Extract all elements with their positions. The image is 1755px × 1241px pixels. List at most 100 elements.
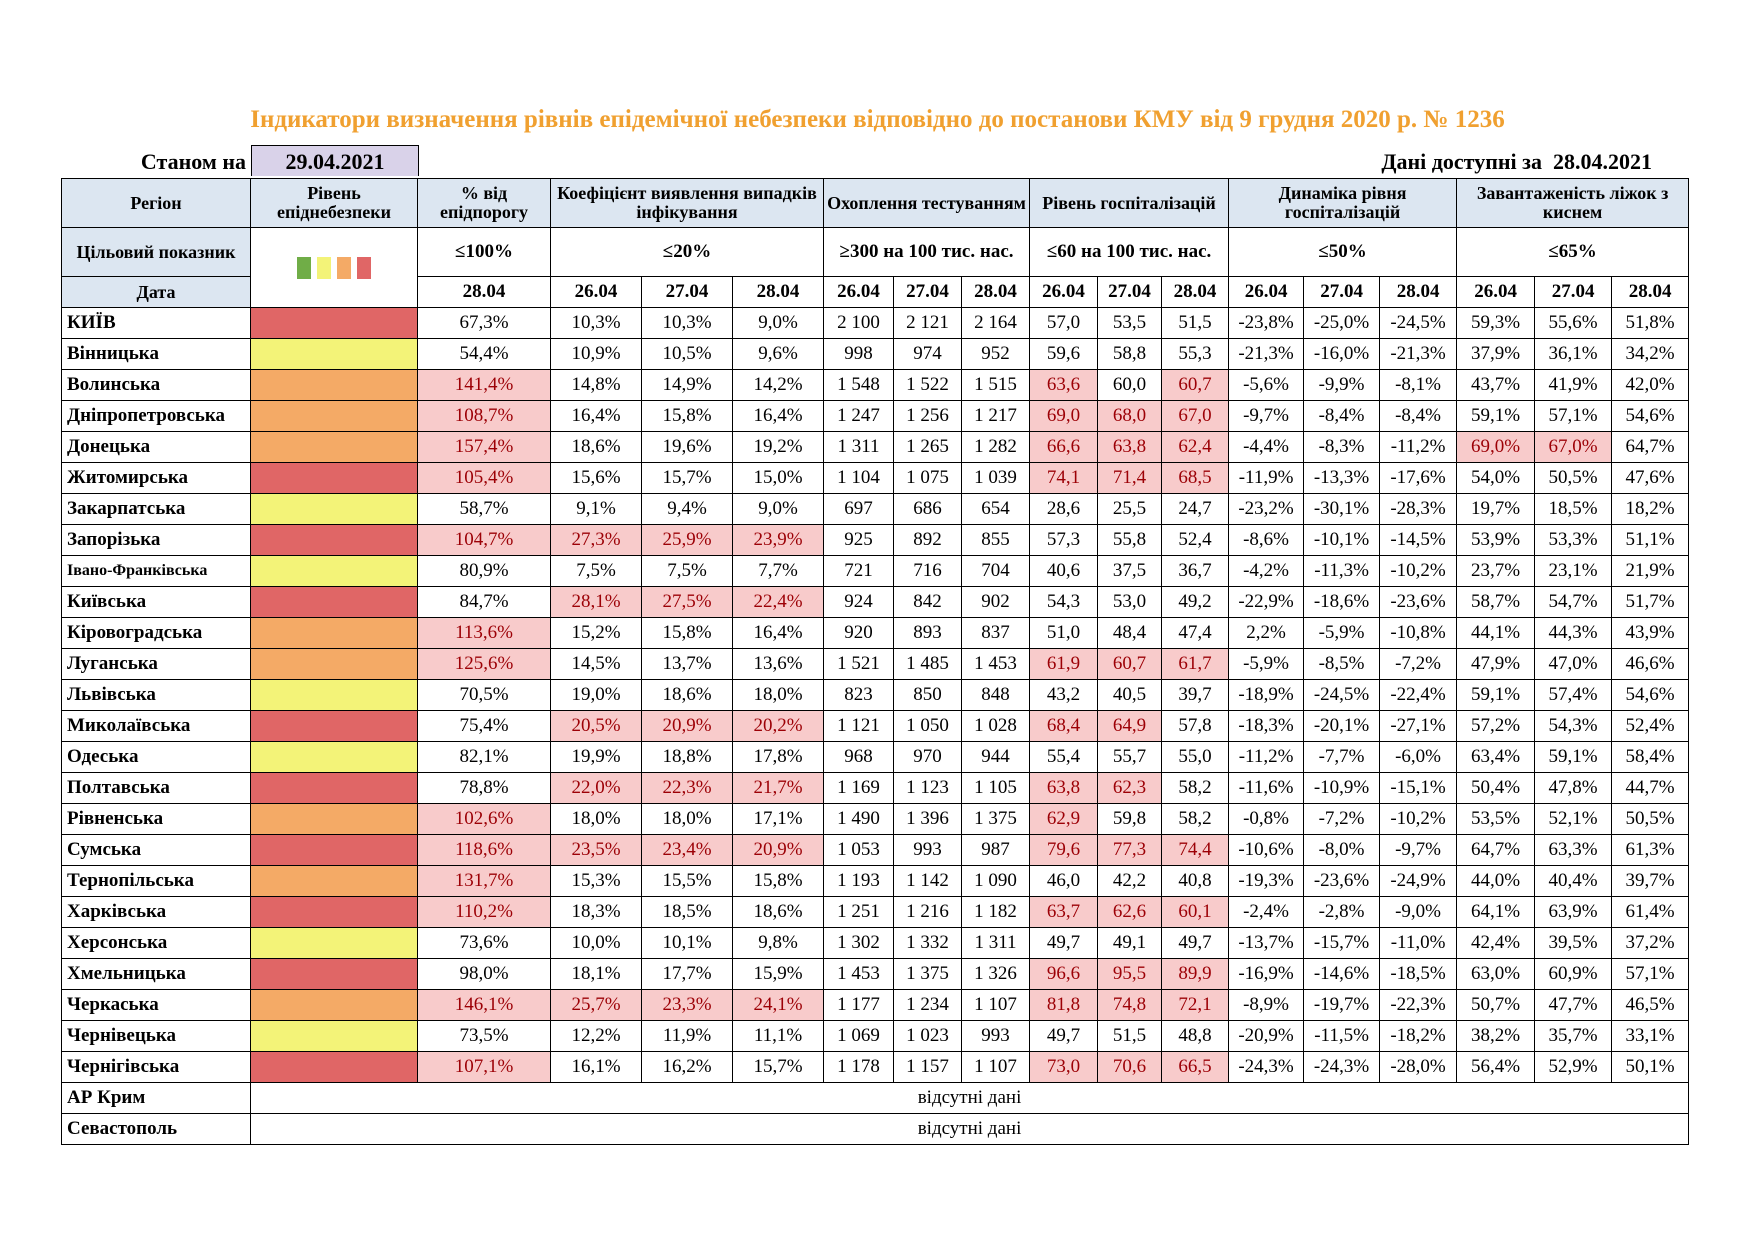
target-value: ≤100% xyxy=(417,227,551,277)
value-cell: 2 121 xyxy=(893,307,963,339)
value-cell: 1 090 xyxy=(961,865,1031,897)
value-cell: -2,4% xyxy=(1228,896,1305,928)
value-cell: 69,0% xyxy=(1456,431,1536,463)
date-header: 27.04 xyxy=(893,276,963,308)
value-cell: 43,9% xyxy=(1611,617,1690,649)
target-value: ≤20% xyxy=(549,227,825,277)
value-cell: 79,6 xyxy=(1029,834,1099,866)
value-cell: 1 075 xyxy=(893,462,963,494)
value-cell: 46,0 xyxy=(1029,865,1099,897)
value-cell: 1 234 xyxy=(893,989,963,1021)
value-cell: 24,7 xyxy=(1161,493,1230,525)
value-cell: 63,0% xyxy=(1456,958,1536,990)
region-row: Херсонська 73,6% 10,0% 10,1% 9,8% 1 302 1 332 1… xyxy=(61,927,1690,959)
no-data-row: АР Крим відсутні дані xyxy=(61,1082,1690,1114)
value-cell: 56,4% xyxy=(1456,1051,1536,1083)
legend-swatch xyxy=(357,256,371,279)
value-cell: -13,7% xyxy=(1228,927,1305,959)
level-header: Рівень епіднебезпеки xyxy=(250,178,418,228)
region-row: КИЇВ 67,3% 10,3% 10,3% 9,0% 2 100 2 121 2 164 57… xyxy=(61,307,1690,339)
value-cell: 69,0 xyxy=(1029,400,1099,432)
value-cell: 70,5% xyxy=(417,679,551,711)
value-cell: 66,5 xyxy=(1161,1051,1230,1083)
value-cell: -24,3% xyxy=(1228,1051,1305,1083)
value-cell: 21,7% xyxy=(731,772,825,804)
value-cell: 1 521 xyxy=(823,648,895,680)
value-cell: 837 xyxy=(961,617,1031,649)
region-row: Київська 84,7% 28,1% 27,5% 22,4% 924 842 902 54,… xyxy=(61,586,1690,618)
value-cell: 50,5% xyxy=(1534,462,1613,494)
available-label: Дані доступні за xyxy=(1381,149,1542,174)
value-cell: 54,6% xyxy=(1611,679,1690,711)
region-row: Сумська 118,6% 23,5% 23,4% 20,9% 1 053 993 987 7… xyxy=(61,834,1690,866)
value-cell: 73,6% xyxy=(417,927,551,959)
value-cell: 47,6% xyxy=(1611,462,1690,494)
value-cell: 1 050 xyxy=(893,710,963,742)
value-cell: 49,7 xyxy=(1029,1020,1099,1052)
value-cell: 18,3% xyxy=(550,896,642,928)
value-cell: 58,4% xyxy=(1611,741,1690,773)
value-cell: 18,0% xyxy=(550,803,642,835)
value-cell: 59,1% xyxy=(1456,400,1536,432)
value-cell: 47,8% xyxy=(1534,772,1613,804)
region-name: Дніпропетровська xyxy=(61,400,251,432)
value-cell: 53,3% xyxy=(1534,524,1613,556)
region-name: Львівська xyxy=(61,679,251,711)
value-cell: 52,4 xyxy=(1161,524,1230,556)
value-cell: 51,5 xyxy=(1097,1020,1163,1052)
level-cell xyxy=(250,710,418,742)
value-cell: 10,3% xyxy=(550,307,642,339)
value-cell: -9,0% xyxy=(1379,896,1458,928)
legend-swatch xyxy=(317,256,331,279)
value-cell: 71,4 xyxy=(1097,462,1163,494)
value-cell: 15,6% xyxy=(550,462,642,494)
value-cell: 42,2 xyxy=(1097,865,1163,897)
value-cell: 842 xyxy=(893,586,963,618)
value-cell: -7,7% xyxy=(1303,741,1381,773)
value-cell: -18,3% xyxy=(1228,710,1305,742)
region-row: Хмельницька 98,0% 18,1% 17,7% 15,9% 1 453 1 37… xyxy=(61,958,1690,990)
value-cell: 952 xyxy=(961,338,1031,370)
region-row: Закарпатська 58,7% 9,1% 9,4% 9,0% 697 686 654 28… xyxy=(61,493,1690,525)
value-cell: -8,3% xyxy=(1303,431,1381,463)
value-cell: 118,6% xyxy=(417,834,551,866)
value-cell: 42,4% xyxy=(1456,927,1536,959)
value-cell: 64,7% xyxy=(1611,431,1690,463)
region-row: Кіровоградська 113,6% 15,2% 15,8% 16,4% 920 89… xyxy=(61,617,1690,649)
no-data-text: відсутні дані xyxy=(249,1113,1690,1145)
value-cell: 42,0% xyxy=(1611,369,1690,401)
value-cell: 38,2% xyxy=(1456,1020,1536,1052)
target-value: ≥300 на 100 тис. нас. xyxy=(823,227,1031,277)
value-cell: 1 123 xyxy=(893,772,963,804)
value-cell: 48,4 xyxy=(1097,617,1163,649)
value-cell: 15,7% xyxy=(641,462,733,494)
value-cell: 39,5% xyxy=(1534,927,1613,959)
value-cell: 1 522 xyxy=(893,369,963,401)
value-cell: 62,4 xyxy=(1161,431,1230,463)
value-cell: 18,0% xyxy=(731,679,825,711)
value-cell: 974 xyxy=(893,338,963,370)
value-cell: 23,5% xyxy=(550,834,642,866)
value-cell: 20,2% xyxy=(731,710,825,742)
value-cell: -18,6% xyxy=(1303,586,1381,618)
date-header: 26.04 xyxy=(1456,276,1536,308)
value-cell: 61,7 xyxy=(1161,648,1230,680)
value-cell: 16,4% xyxy=(731,400,825,432)
value-cell: 25,5 xyxy=(1097,493,1163,525)
value-cell: 41,9% xyxy=(1534,369,1613,401)
value-cell: 36,7 xyxy=(1161,555,1230,587)
date-header: 28.04 xyxy=(1161,276,1230,308)
value-cell: 944 xyxy=(961,741,1031,773)
value-cell: -11,3% xyxy=(1303,555,1381,587)
value-cell: 20,9% xyxy=(731,834,825,866)
value-cell: 18,2% xyxy=(1611,493,1690,525)
value-cell: 19,7% xyxy=(1456,493,1536,525)
value-cell: 892 xyxy=(893,524,963,556)
header-row: Регіон Рівень епіднебезпеки% від епідпоро… xyxy=(61,178,1690,228)
value-cell: -10,8% xyxy=(1379,617,1458,649)
value-cell: 925 xyxy=(823,524,895,556)
value-cell: 10,9% xyxy=(550,338,642,370)
value-cell: 60,7 xyxy=(1097,648,1163,680)
value-cell: 1 251 xyxy=(823,896,895,928)
region-name: Кіровоградська xyxy=(61,617,251,649)
